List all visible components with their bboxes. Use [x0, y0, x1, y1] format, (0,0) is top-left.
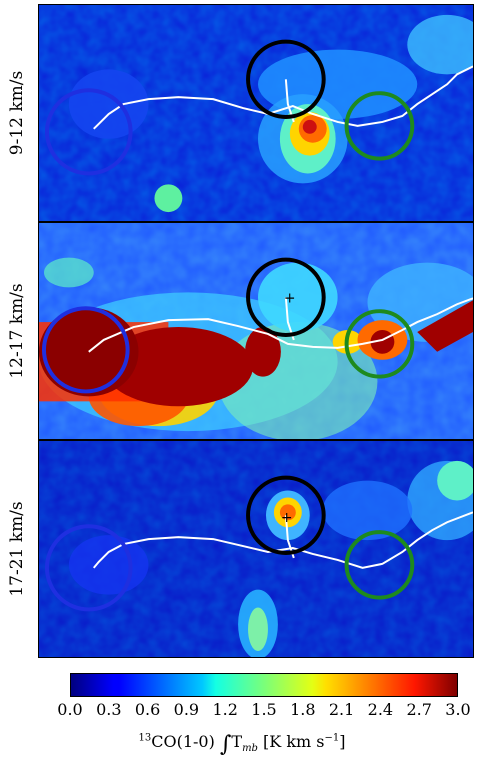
map-panel-12-17: +	[38, 222, 474, 440]
colorbar-ticks: 0.0 0.3 0.6 0.9 1.2 1.5 1.8 2.1 2.4 2.7 3.0	[57, 700, 470, 724]
filament	[93, 65, 473, 130]
colorbar-tick-label: 0.0	[57, 700, 83, 719]
svg-text:+: +	[284, 290, 296, 306]
map-panel-17-21: +	[38, 440, 474, 658]
panel-label-1: 9-12 km/s	[7, 70, 27, 156]
panel-label-3: 17-21 km/s	[7, 501, 27, 597]
colorbar	[70, 673, 458, 697]
colorbar-label: 13CO(1-0) ∫Tmb [K km s−1]	[138, 732, 346, 757]
colorbar-tick-label: 2.7	[406, 700, 432, 719]
panel-label-2: 12-17 km/s	[7, 283, 27, 379]
colorbar-tick-label: 2.4	[367, 700, 394, 719]
colorbar-tick-label: 0.6	[134, 700, 161, 719]
circle-blue	[44, 88, 133, 176]
colorbar-tick-label: 3.0	[445, 700, 471, 719]
colorbar-tick-label: 0.3	[96, 700, 122, 719]
circle-black	[246, 39, 326, 119]
svg-text:+: +	[281, 510, 293, 526]
map-panel-9-12	[38, 4, 474, 222]
colorbar-tick-label: 1.5	[251, 700, 277, 719]
colorbar-tick-label: 2.1	[328, 700, 355, 719]
colorbar-tick-label: 0.9	[173, 700, 200, 719]
colorbar-tick-label: 1.2	[212, 700, 238, 719]
colorbar-tick-label: 1.8	[290, 700, 316, 719]
circle-green	[344, 91, 415, 161]
